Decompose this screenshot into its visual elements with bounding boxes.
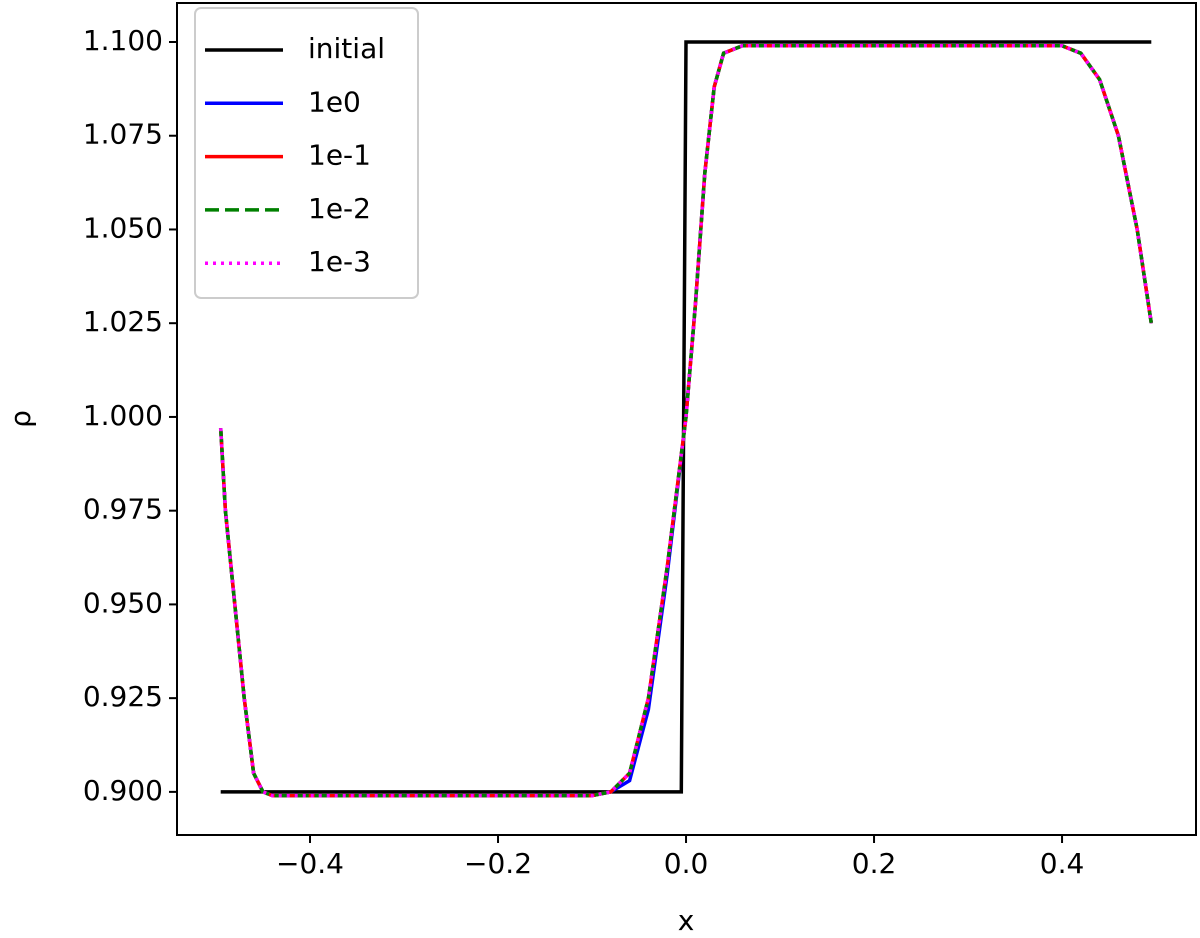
y-tick-label: 0.925 (83, 680, 163, 713)
y-tick-label: 1.075 (83, 118, 163, 151)
y-tick-label: 0.950 (83, 586, 163, 619)
legend-box (194, 7, 419, 299)
x-axis-label: x (678, 904, 695, 937)
data-line (220, 40, 1152, 794)
y-tick-label: 1.050 (83, 211, 163, 244)
x-tick-label: −0.4 (276, 847, 344, 880)
y-tick-label: 0.975 (83, 493, 163, 526)
x-tick-label: 0.2 (852, 847, 897, 880)
legend-label: 1e-1 (308, 139, 371, 172)
x-tick-label: 0.0 (664, 847, 709, 880)
x-tick-label: −0.2 (464, 847, 532, 880)
plot-frame (176, 2, 1197, 836)
y-axis-label: ρ (4, 410, 37, 428)
y-tick-label: 1.000 (83, 399, 163, 432)
y-tick-label: 1.100 (83, 24, 163, 57)
y-tick-label: 0.900 (83, 774, 163, 807)
legend-label: initial (308, 32, 385, 65)
y-tick-label: 1.025 (83, 305, 163, 338)
x-tick-label: 0.4 (1040, 847, 1085, 880)
data-line (218, 43, 1154, 798)
legend-label: 1e-2 (308, 192, 371, 225)
legend-label: 1e-3 (308, 245, 371, 278)
legend-label: 1e0 (308, 85, 361, 118)
